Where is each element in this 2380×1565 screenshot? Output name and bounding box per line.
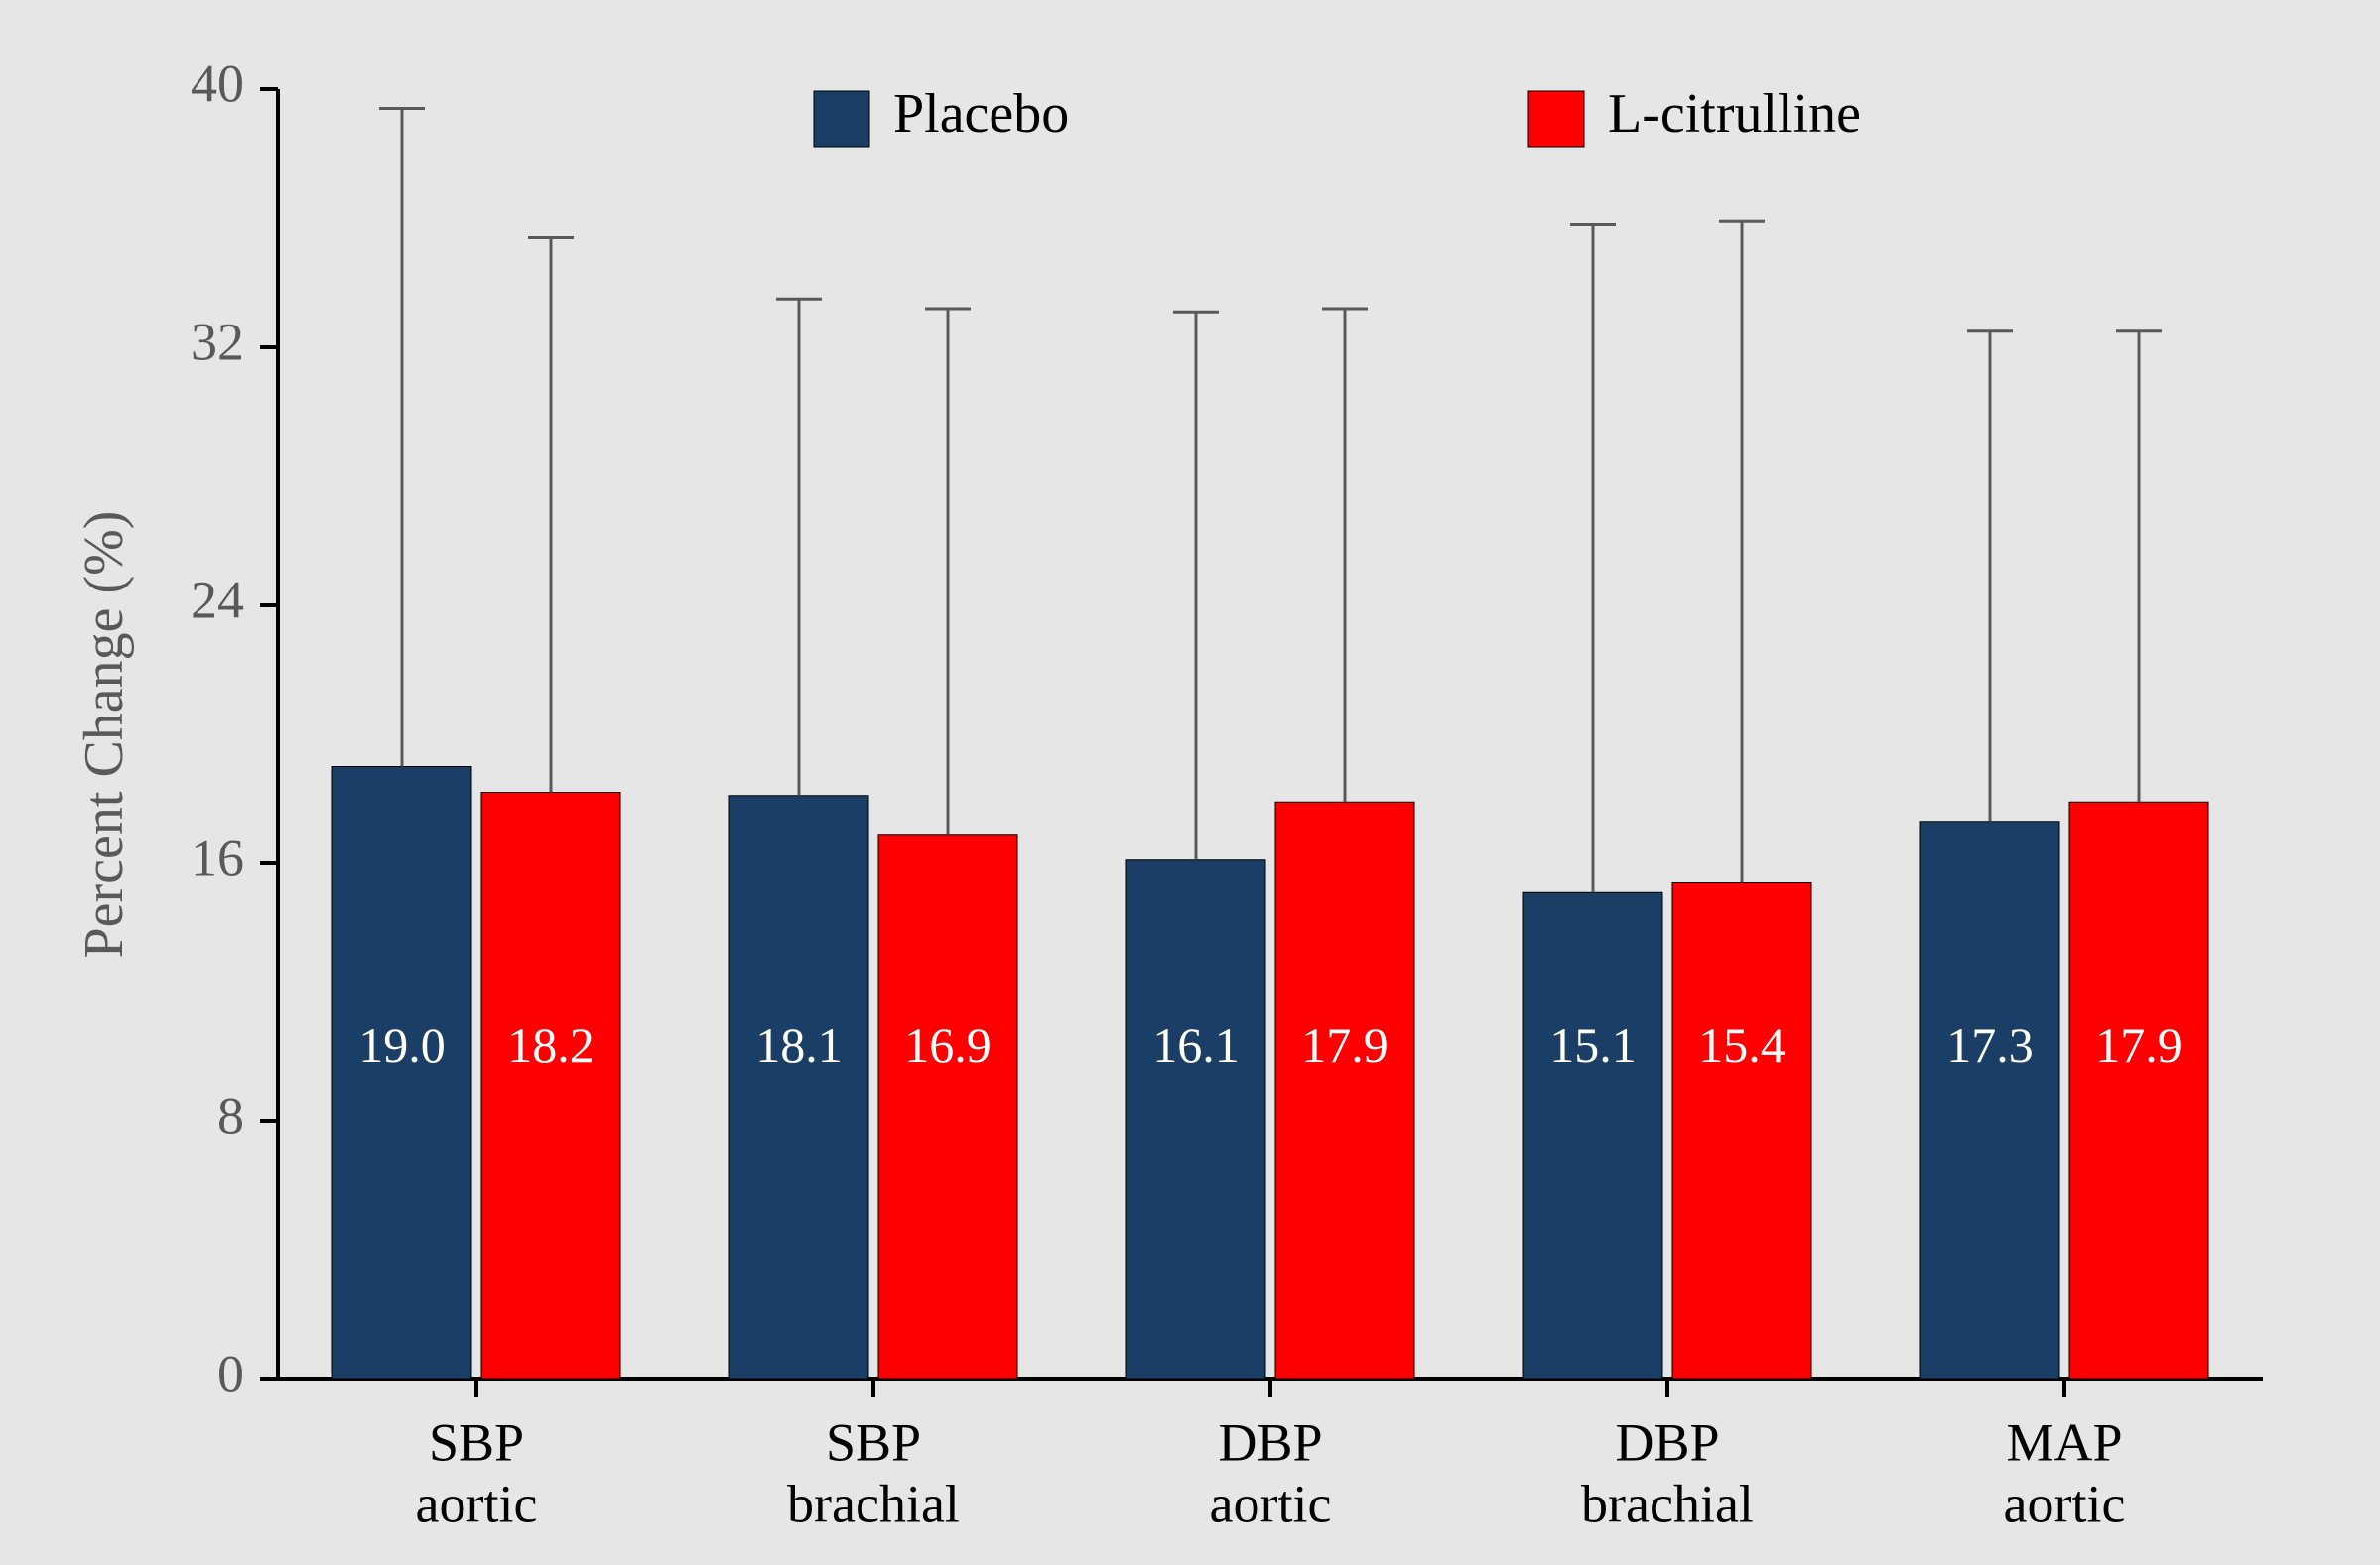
bar-lcit [1672, 883, 1811, 1380]
bar-value-label: 15.4 [1698, 1017, 1785, 1073]
y-tick-label: 40 [191, 54, 244, 113]
y-tick-label: 16 [191, 828, 244, 887]
bar-placebo [1920, 822, 2059, 1379]
bar-placebo [729, 796, 868, 1379]
bar-value-label: 17.9 [2095, 1017, 2182, 1073]
y-tick-label: 8 [217, 1086, 244, 1145]
bar-value-label: 19.0 [358, 1017, 446, 1073]
legend-swatch [814, 91, 869, 147]
bar-value-label: 18.1 [755, 1017, 843, 1073]
bar-lcit [2069, 802, 2208, 1379]
y-axis-title: Percent Change (%) [73, 511, 135, 959]
bar-value-label: 16.9 [904, 1017, 992, 1073]
legend-swatch [1528, 91, 1584, 147]
bar-lcit [878, 835, 1017, 1379]
bar-placebo [1126, 860, 1265, 1379]
bar-chart: 0816243240Percent Change (%)SBPaortic19.… [0, 0, 2380, 1565]
legend-label: Placebo [893, 83, 1069, 145]
bar-lcit [481, 793, 620, 1380]
bar-value-label: 15.1 [1549, 1017, 1637, 1073]
bar-lcit [1275, 802, 1414, 1379]
bar-value-label: 17.3 [1946, 1017, 2034, 1073]
bar-placebo [1523, 892, 1662, 1379]
bar-placebo [332, 767, 471, 1380]
legend-label: L-citrulline [1608, 83, 1861, 145]
y-tick-label: 32 [191, 312, 244, 371]
y-tick-label: 0 [217, 1344, 244, 1403]
bar-value-label: 17.9 [1301, 1017, 1388, 1073]
bar-value-label: 18.2 [507, 1017, 595, 1073]
bar-value-label: 16.1 [1152, 1017, 1240, 1073]
y-tick-label: 24 [191, 570, 244, 629]
